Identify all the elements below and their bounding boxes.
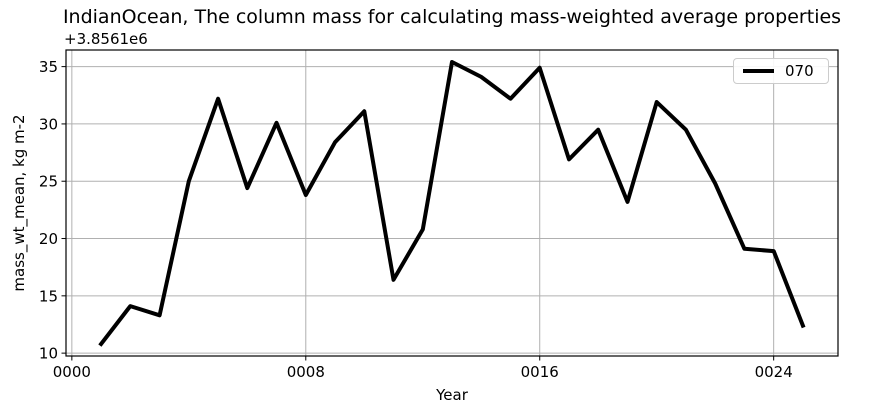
y-tick-label: 20 [39,230,58,248]
y-tick-label: 35 [39,58,58,76]
y-tick-label: 30 [39,115,58,133]
x-axis-label: Year [436,386,468,404]
legend-series-label: 070 [785,61,814,80]
x-tick-label: 0024 [755,363,793,381]
y-tick-label: 10 [39,345,58,363]
legend: 070 [733,58,829,84]
y-axis-offset-text: +3.8561e6 [64,30,148,48]
data-line-070 [98,60,806,347]
axes-frame [65,49,839,357]
x-tick-label: 0000 [53,363,91,381]
y-tick-label: 15 [39,287,58,305]
y-tick-label: 25 [39,173,58,191]
x-tick-label: 0016 [521,363,559,381]
x-tick-label: 0008 [287,363,325,381]
legend-line-sample [743,69,774,73]
chart-title: IndianOcean, The column mass for calcula… [62,6,842,28]
